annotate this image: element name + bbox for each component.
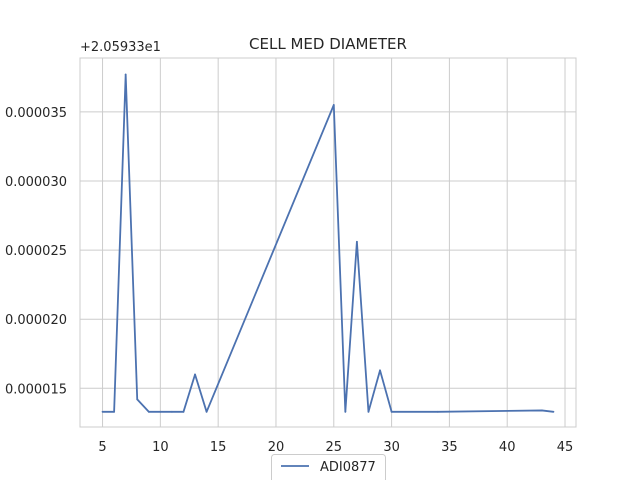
data-point [147,410,150,413]
y-tick-label: 0.000020 [5,313,67,328]
x-tick-label: 30 [383,440,400,455]
x-tick-label: 10 [152,440,169,455]
x-tick-label: 40 [499,440,516,455]
data-point [332,104,335,106]
data-point [101,410,104,413]
data-point [367,410,370,413]
x-tick-label: 35 [441,440,458,455]
x-tick-label: 5 [98,440,106,455]
data-point [182,410,185,413]
data-point [436,410,439,413]
x-tick-label: 45 [557,440,574,455]
legend: ADI0877 [271,454,386,483]
chart-title: CELL MED DIAMETER [249,35,407,53]
x-tick-label: 15 [210,440,227,455]
data-point [124,73,127,76]
x-tick-label: 25 [326,440,343,455]
data-point [171,410,173,413]
y-tick-label: 0.000015 [5,382,67,397]
y-tick-label: 0.000035 [5,106,67,121]
y-axis-ticks: 0.000015 0.000020 0.000025 0.000030 0.000035 [5,106,67,397]
data-point [159,410,162,413]
y-tick-label: 0.000025 [5,244,67,259]
data-point [540,409,543,412]
data-point [552,410,555,413]
y-tick-label: 0.000030 [5,175,67,190]
x-tick-label: 20 [268,440,285,455]
series-layer [101,73,555,413]
y-axis-offset-label: +2.05933e1 [80,40,161,55]
data-point [205,410,208,413]
data-point [356,240,358,243]
data-point [194,373,196,376]
legend-label: ADI0877 [320,460,376,475]
plot-area [79,57,577,428]
grid-lines [80,58,576,427]
data-point [136,398,139,401]
data-point [344,410,347,413]
x-axis-ticks: 5 10 15 20 25 30 35 40 45 [98,440,573,455]
data-point [379,369,381,372]
data-point [113,410,116,413]
data-point [390,410,393,413]
